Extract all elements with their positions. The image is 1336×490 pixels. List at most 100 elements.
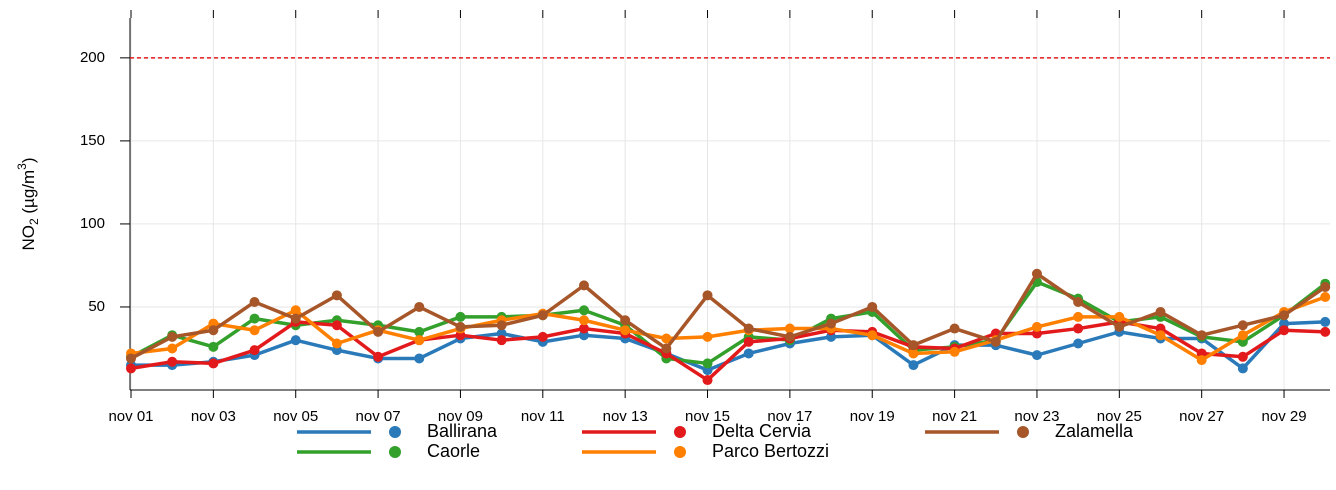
data-point [249,313,260,324]
data-point [208,358,219,369]
data-point [414,301,425,312]
y-label-part: (µg/m [19,170,38,219]
x-tick-label: nov 17 [767,408,812,425]
data-point [1237,330,1248,341]
data-point [743,348,754,359]
data-point [208,341,219,352]
data-point [1196,355,1207,366]
data-point [578,305,589,316]
data-point [702,290,713,301]
data-point [908,360,919,371]
legend-dot [674,446,686,458]
y-label-part: ) [19,157,38,163]
data-point [826,318,837,329]
data-point [1320,316,1331,327]
data-point [208,325,219,336]
data-point [290,305,301,316]
data-point [1237,363,1248,374]
data-point [578,315,589,326]
data-point [331,320,342,331]
data-point [331,338,342,349]
data-point [661,343,672,354]
data-point [1114,321,1125,332]
data-point [743,323,754,334]
y-axis-label: NO2 (µg/m3) [15,157,41,250]
data-point [496,335,507,346]
data-point [1155,306,1166,317]
data-point [455,321,466,332]
data-point [126,363,136,374]
data-point [1031,321,1042,332]
x-tick-label: nov 23 [1014,408,1059,425]
data-point [373,351,384,362]
data-point [908,348,919,359]
y-tick-label: 150 [80,132,105,149]
data-point [455,311,466,322]
data-point [537,331,548,342]
data-point [1073,311,1084,322]
data-point [290,335,301,346]
data-point [620,325,631,336]
data-point [167,331,178,342]
x-tick-label: nov 07 [356,408,401,425]
legend-label: Delta Cervia [712,421,812,441]
data-point [1031,268,1042,279]
data-point [1237,320,1248,331]
legend-dot [1017,426,1029,438]
y-label-part: 2 [27,218,41,225]
series-line [130,295,1326,362]
x-tick-label: nov 13 [603,408,648,425]
data-point [702,375,713,386]
data-point [743,336,754,347]
data-point [249,296,260,307]
data-point [1073,338,1084,349]
x-tick-label: nov 09 [438,408,483,425]
data-point [414,335,425,346]
data-point [167,356,178,367]
x-tick-label: nov 11 [521,408,565,425]
data-point [949,323,960,334]
y-tick-label: 100 [80,215,105,232]
x-tick-label: nov 05 [273,408,318,425]
data-point [290,313,301,324]
data-point [249,345,260,356]
data-point [702,358,713,369]
y-label-part: NO [19,225,38,251]
data-point [661,333,672,344]
data-point [949,346,960,357]
data-point [578,280,589,291]
data-point [373,326,384,337]
data-point [1279,325,1290,336]
legend-dot [389,446,401,458]
y-label-part: 3 [15,163,29,170]
data-point [1155,330,1166,341]
data-point [1073,296,1084,307]
data-point [167,343,178,354]
x-tick-label: nov 29 [1262,408,1307,425]
data-point [867,301,878,312]
legend-dot [674,426,686,438]
data-point [1279,310,1290,321]
x-tick-label: nov 25 [1097,408,1142,425]
legend-label: Zalamella [1055,421,1134,441]
data-point [249,325,260,336]
data-point [1320,282,1331,293]
data-point [702,331,713,342]
legend-label: Caorle [427,441,480,461]
data-point [1237,351,1248,362]
data-point [620,315,631,326]
data-point [990,336,1001,347]
data-point [414,326,425,337]
data-point [1114,311,1125,322]
x-tick-label: nov 21 [932,408,977,425]
data-point [908,340,919,351]
data-point [1073,323,1084,334]
x-tick-label: nov 15 [685,408,730,425]
y-tick-label: 50 [88,298,105,315]
legend-dot [389,426,401,438]
data-point [1320,292,1331,302]
data-point [126,353,136,364]
data-point [331,290,342,301]
x-tick-label: nov 27 [1179,408,1224,425]
